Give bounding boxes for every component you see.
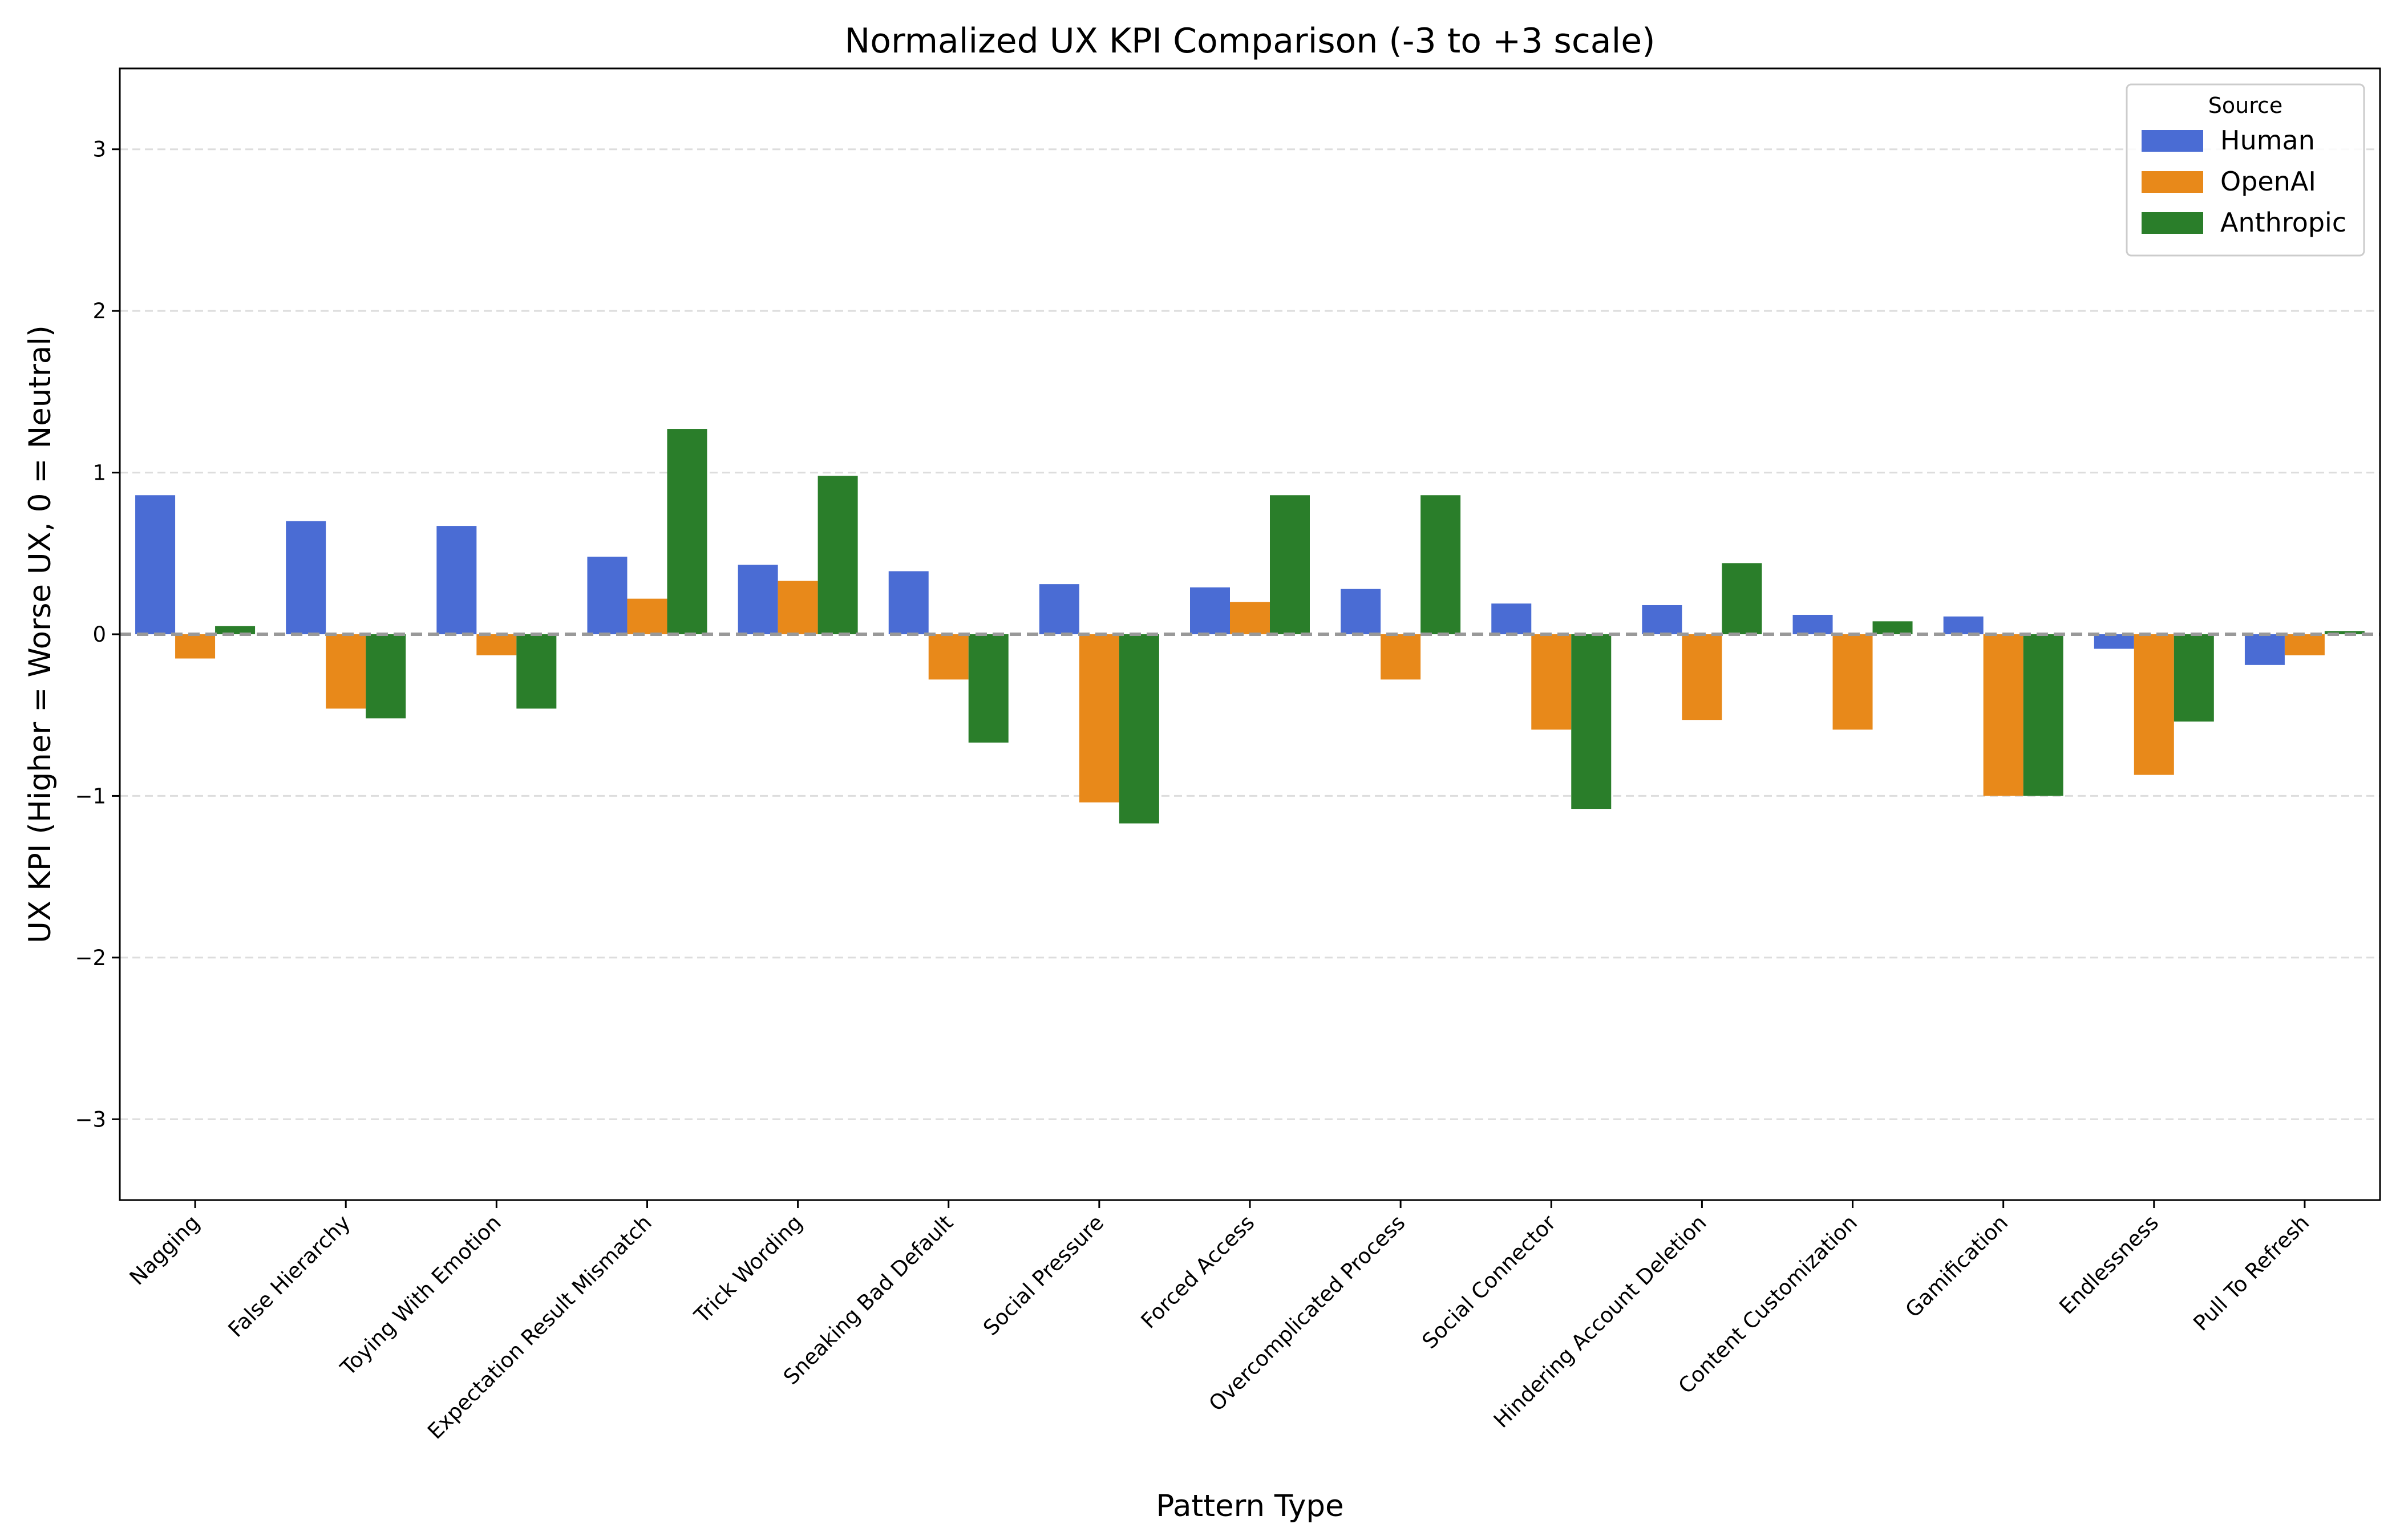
bar-openai <box>1079 634 1119 803</box>
bar-human <box>1642 605 1682 634</box>
bar-human <box>1943 616 1984 634</box>
y-tick-label: 1 <box>92 461 106 485</box>
y-axis: 3 2 1 0 −1 −2 −3 <box>75 137 120 1132</box>
bar-openai <box>2134 634 2174 775</box>
bar-anthropic <box>516 634 557 709</box>
bar-anthropic <box>667 429 707 634</box>
bar-openai <box>1682 634 1722 720</box>
legend-label-anthropic: Anthropic <box>2220 207 2346 238</box>
bar-human <box>738 565 778 634</box>
bar-anthropic <box>1270 495 1310 634</box>
bar-human <box>2094 634 2134 649</box>
x-tick-label: Sneaking Bad Default <box>779 1210 958 1389</box>
x-tick-label: Social Connector <box>1417 1210 1561 1353</box>
legend-title: Source <box>2208 93 2283 118</box>
bar-openai <box>1983 634 2023 796</box>
bar-human <box>1341 589 1381 634</box>
legend: Source Human OpenAI Anthropic <box>2126 83 2365 257</box>
legend-swatch-anthropic <box>2142 212 2203 234</box>
bar-openai <box>928 634 969 680</box>
bar-anthropic <box>1872 621 1913 634</box>
legend-label-human: Human <box>2220 125 2315 156</box>
y-tick-label: −3 <box>75 1107 106 1132</box>
bar-anthropic <box>817 476 858 634</box>
bar-anthropic <box>1722 563 1762 634</box>
x-tick-label: Content Customization <box>1674 1210 1862 1399</box>
bar-human <box>436 526 477 634</box>
bar-human <box>888 571 929 634</box>
gridlines <box>120 148 2380 1120</box>
bar-anthropic <box>2174 634 2214 722</box>
x-tick-label: Forced Access <box>1136 1210 1260 1334</box>
legend-label-openai: OpenAI <box>2220 166 2316 197</box>
y-axis-label: UX KPI (Higher = Worse UX, 0 = Neutral) <box>23 325 58 943</box>
bar-openai <box>1381 634 1421 680</box>
bar-human <box>2244 634 2285 665</box>
x-tick-label: Toying With Emotion <box>335 1210 506 1381</box>
bar-openai <box>175 634 216 659</box>
x-tick-label: Trick Wording <box>689 1210 807 1328</box>
bar-anthropic <box>2324 631 2365 634</box>
bar-openai <box>1531 634 1572 730</box>
y-tick-label: −2 <box>75 946 106 970</box>
x-tick-label: Nagging <box>125 1210 205 1290</box>
bar-openai <box>326 634 366 709</box>
legend-swatch-human <box>2142 130 2203 152</box>
bar-anthropic <box>968 634 1009 743</box>
bar-openai <box>778 581 818 634</box>
y-tick-label: −1 <box>75 784 106 808</box>
bar-anthropic <box>1571 634 1612 809</box>
bar-anthropic <box>366 634 406 719</box>
x-tick-label: Gamification <box>1901 1210 2013 1322</box>
bars <box>135 429 2365 824</box>
bar-human <box>587 556 628 634</box>
bar-openai <box>476 634 517 655</box>
legend-swatch-openai <box>2142 171 2203 193</box>
bar-human <box>1190 587 1230 634</box>
bar-human <box>1039 584 1079 634</box>
bar-human <box>1792 614 1833 634</box>
y-tick-label: 0 <box>92 622 106 647</box>
x-axis-label: Pattern Type <box>1156 1489 1343 1523</box>
x-tick-label: Pull To Refresh <box>2188 1210 2314 1336</box>
x-tick-label: False Hierarchy <box>224 1210 355 1342</box>
x-tick-label: Social Pressure <box>978 1210 1108 1340</box>
bar-anthropic <box>2023 634 2063 796</box>
bar-anthropic <box>215 626 256 634</box>
bar-human <box>1491 603 1532 634</box>
bar-openai <box>1832 634 1873 730</box>
bar-human <box>286 521 326 634</box>
legend-items: Human OpenAI Anthropic <box>2142 125 2346 238</box>
y-tick-label: 2 <box>92 299 106 323</box>
chart-title: Normalized UX KPI Comparison (-3 to +3 s… <box>844 21 1655 61</box>
bar-openai <box>2284 634 2325 655</box>
bar-anthropic <box>1119 634 1159 824</box>
bar-anthropic <box>1420 495 1461 634</box>
bar-human <box>135 495 176 634</box>
y-tick-label: 3 <box>92 137 106 162</box>
bar-openai <box>627 598 667 634</box>
x-tick-label: Endlessness <box>2054 1210 2163 1319</box>
bar-openai <box>1230 602 1270 634</box>
